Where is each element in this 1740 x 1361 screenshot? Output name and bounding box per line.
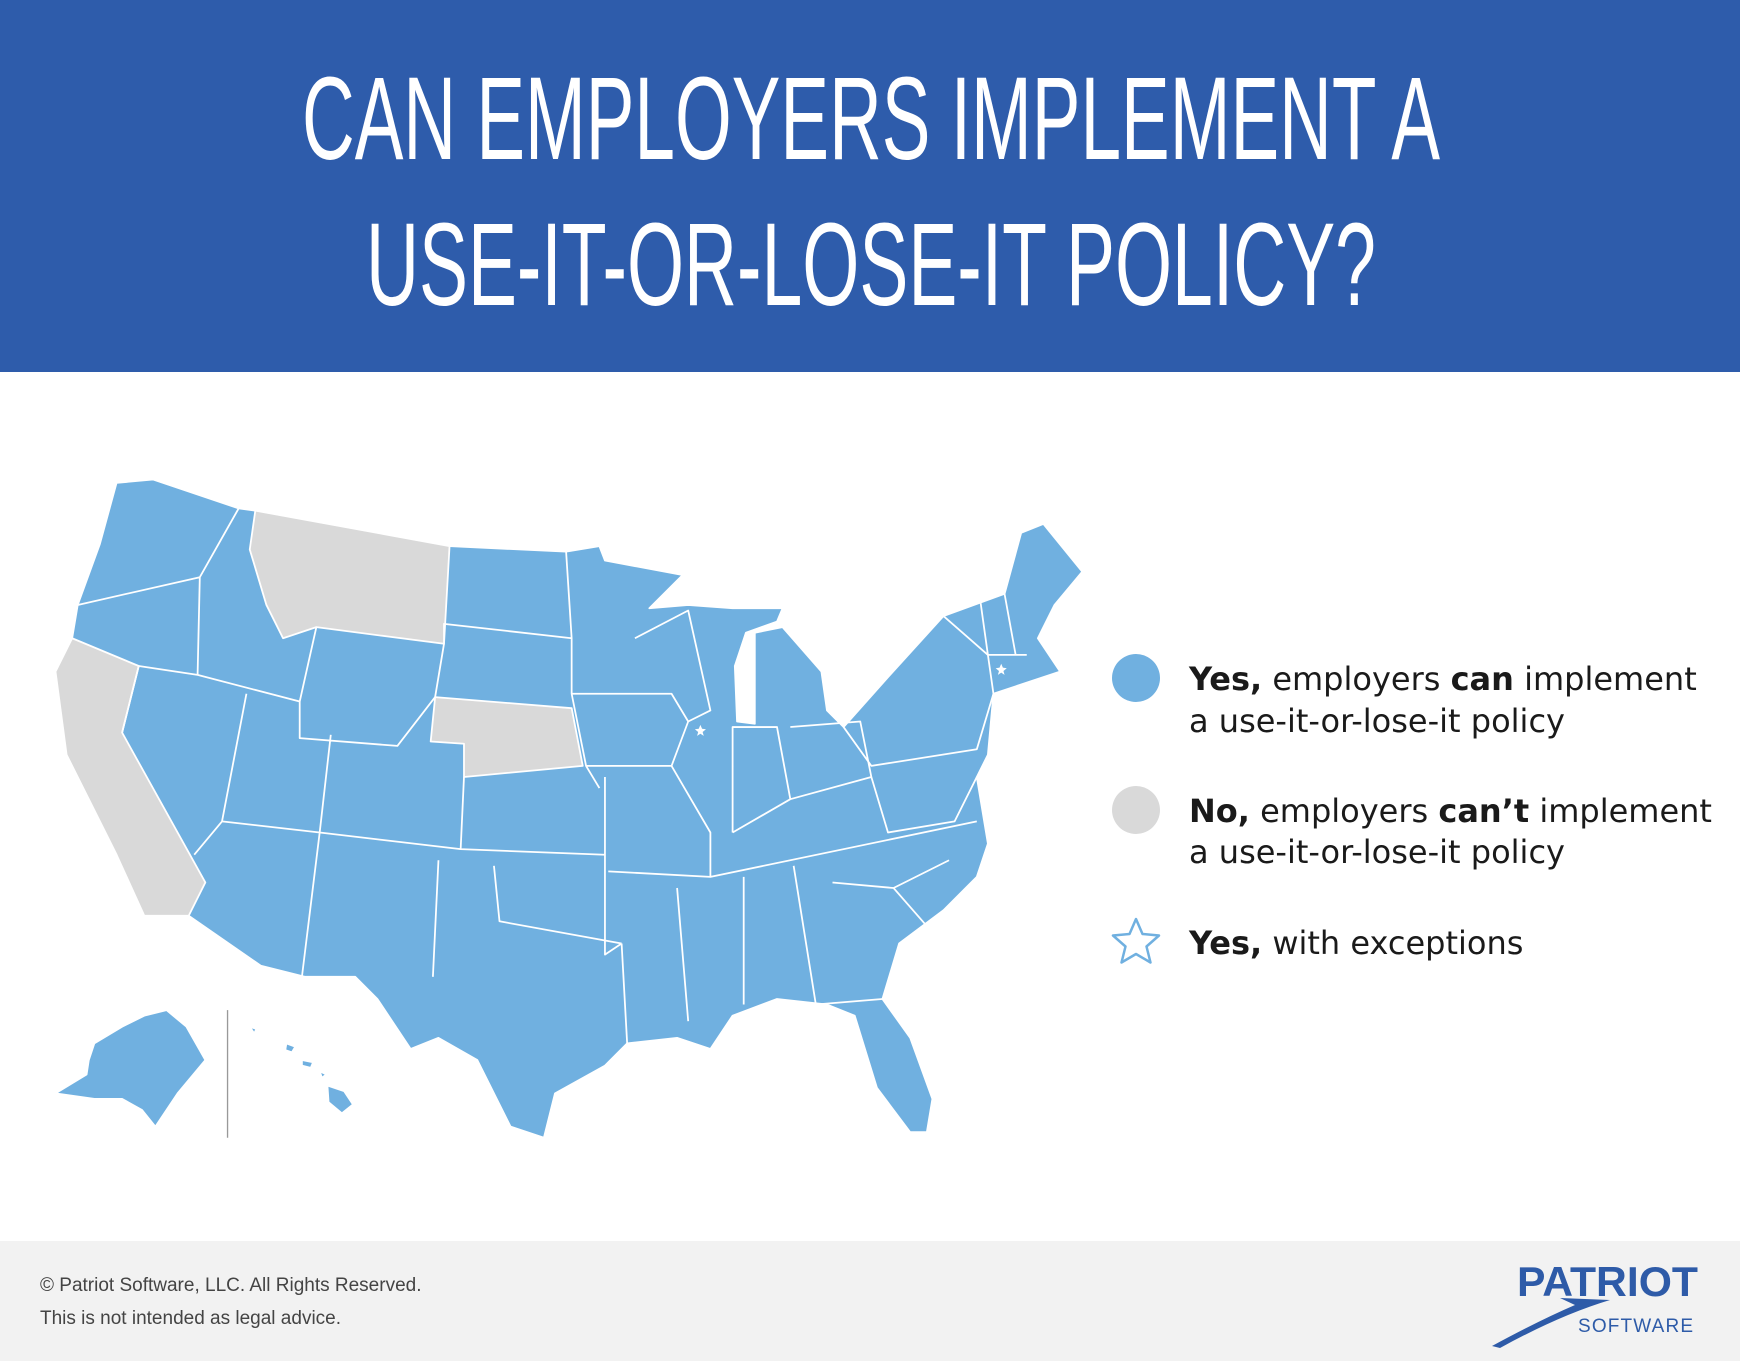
title-line: CAN EMPLOYERS IMPLEMENT A — [302, 53, 1440, 185]
exception-star-illinois — [694, 724, 706, 736]
legend-segment: No, — [1189, 792, 1250, 830]
disclaimer: This is not intended as legal advice. — [40, 1308, 341, 1329]
contiguous-states — [54, 478, 1084, 1139]
legend-segment: implement — [1514, 660, 1697, 698]
legend-text: Yes, with exceptions — [1188, 924, 1523, 962]
legend-segment: a use-it-or-lose-it policy — [1189, 702, 1565, 740]
legend-segment: can’t — [1438, 792, 1529, 830]
legend-segment: with exceptions — [1262, 924, 1523, 962]
legend-text: Yes, employers can implement — [1188, 660, 1697, 698]
logo-swoosh — [1492, 1298, 1610, 1348]
legend-segment: a use-it-or-lose-it policy — [1189, 833, 1565, 871]
legend-text: a use-it-or-lose-it policy — [1189, 833, 1565, 871]
legend-swatch-yes — [1112, 654, 1160, 702]
copyright: © Patriot Software, LLC. All Rights Rese… — [40, 1275, 422, 1296]
footer-band — [0, 1241, 1740, 1361]
title-line: USE-IT-OR-LOSE-IT POLICY? — [366, 199, 1376, 331]
state-hawaii — [248, 1025, 354, 1115]
legend-text: a use-it-or-lose-it policy — [1189, 702, 1565, 740]
state-borders — [77, 507, 1027, 1044]
legend-swatch-exceptions — [1111, 917, 1161, 964]
legend-segment: Yes, — [1188, 924, 1262, 962]
legend-text: No, employers can’t implement — [1189, 792, 1712, 830]
legend-segment: employers — [1262, 660, 1450, 698]
legend-segment: implement — [1529, 792, 1712, 830]
exception-star-massachusetts — [995, 663, 1007, 675]
header-band — [0, 0, 1740, 372]
logo-name: PATRIOT — [1517, 1258, 1698, 1305]
state-alaska — [54, 1009, 207, 1128]
legend-segment: Yes, — [1188, 660, 1262, 698]
logo-sub: SOFTWARE — [1578, 1316, 1693, 1337]
legend-segment: employers — [1250, 792, 1438, 830]
legend-swatch-no — [1112, 786, 1160, 834]
state-montana — [248, 509, 451, 645]
legend-segment: can — [1451, 660, 1514, 698]
us-map — [54, 478, 1084, 1139]
